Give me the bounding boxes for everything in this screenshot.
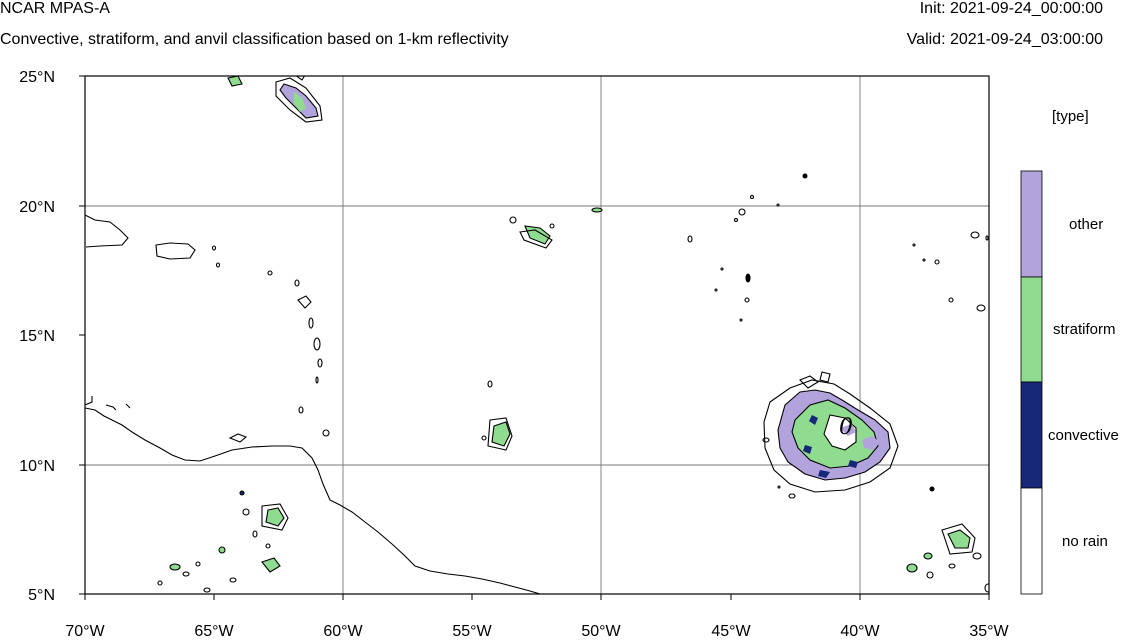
lat-tick-label: 25°N (19, 69, 55, 86)
precip-cell-central (481, 207, 603, 451)
precip-cells-northeast (687, 173, 989, 322)
lat-tick-label: 5°N (28, 587, 55, 604)
map-subtitle: Convective, stratiform, and anvil classi… (0, 31, 509, 48)
lon-tick-label: 50°W (581, 623, 621, 640)
legend-swatch-no-rain (1020, 487, 1043, 595)
init-time: Init: 2021-09-24_00:00:00 (919, 0, 1103, 17)
lon-tick-label: 40°W (840, 623, 880, 640)
lat-tick-label: 15°N (19, 328, 55, 345)
legend-label-other: other (1069, 216, 1104, 233)
lon-tick-label: 60°W (323, 623, 363, 640)
legend-label-convective: convective (1048, 427, 1119, 444)
lon-tick-label: 70°W (65, 623, 105, 640)
lat-tick-label: 10°N (19, 458, 55, 475)
cyclone-symbol: 0 (839, 415, 853, 440)
precip-cell-north (227, 76, 323, 123)
legend-swatch-stratiform (1020, 276, 1043, 383)
legend-label-no-rain: no rain (1062, 533, 1108, 550)
lat-tick-label: 20°N (19, 199, 55, 216)
coastline (85, 396, 93, 406)
lon-tick-label: 45°W (711, 623, 751, 640)
legend-colorbar (1020, 170, 1043, 595)
tick-marks (79, 75, 990, 600)
island-outline (155, 242, 196, 260)
lesser-antilles (105, 245, 330, 443)
gridlines (85, 76, 989, 594)
legend-label-stratiform: stratiform (1053, 321, 1116, 338)
legend-title: [type] (1052, 108, 1089, 125)
valid-time: Valid: 2021-09-24_03:00:00 (906, 31, 1103, 48)
legend-swatch-convective (1020, 381, 1043, 489)
legend-swatch-other (1020, 170, 1043, 278)
lon-tick-label: 65°W (194, 623, 234, 640)
model-title: NCAR MPAS-A (0, 0, 110, 17)
coastline (85, 214, 129, 248)
coastline (85, 407, 541, 594)
plot-frame (84, 75, 990, 595)
precip-cells-southwest (157, 490, 289, 593)
lon-tick-label: 35°W (969, 623, 1009, 640)
lon-tick-label: 55°W (452, 623, 492, 640)
cyclone-precip (762, 371, 899, 499)
precip-cells-southeast (906, 486, 989, 593)
